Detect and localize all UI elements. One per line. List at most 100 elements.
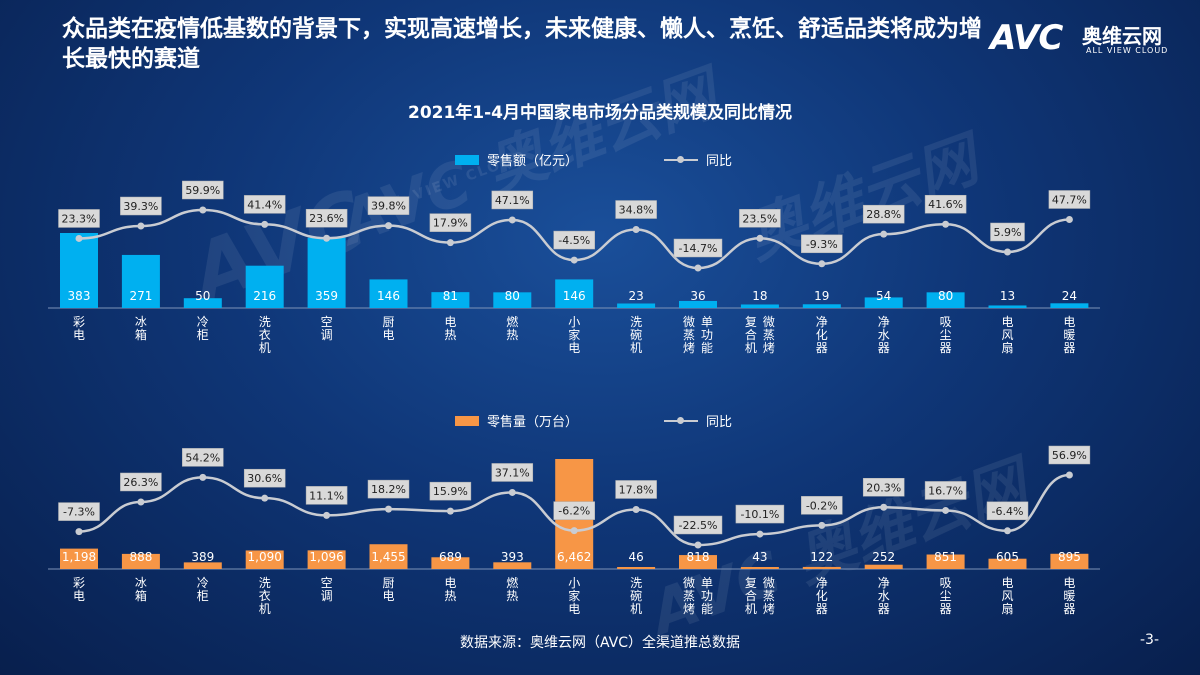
category-label: 小家电	[568, 315, 580, 355]
bar	[617, 567, 656, 569]
yoy-label: -9.3%	[806, 238, 838, 251]
yoy-label-box	[120, 196, 162, 216]
legend-label-line: 同比	[706, 154, 733, 169]
bar	[679, 555, 717, 569]
yoy-point	[323, 234, 331, 242]
yoy-label: 17.8%	[619, 483, 654, 496]
category-label: 洗衣机	[259, 576, 271, 616]
yoy-label-box	[615, 480, 657, 499]
category-label: 电风扇	[1001, 315, 1013, 355]
legend-label-bar: 零售额（亿元）	[487, 154, 579, 169]
yoy-point	[570, 256, 578, 264]
legend-swatch-line	[664, 416, 699, 424]
bar	[245, 550, 284, 569]
bar-value-label: 50	[195, 289, 210, 303]
bar	[307, 550, 346, 569]
yoy-label: 18.2%	[371, 483, 406, 496]
bar	[864, 564, 903, 569]
bar-value-label: 13	[1000, 289, 1015, 303]
bar-value-label: 146	[377, 289, 400, 303]
bar	[60, 233, 98, 308]
yoy-label-box	[986, 501, 1029, 521]
yoy-label-box	[120, 472, 162, 492]
yoy-label: 47.7%	[1052, 193, 1087, 206]
yoy-label-box	[367, 196, 410, 215]
yoy-label-box	[491, 190, 534, 210]
category-label: 微蒸烤	[763, 576, 775, 616]
yoy-label: 39.8%	[371, 200, 406, 213]
yoy-label: 47.1%	[495, 194, 530, 207]
yoy-label: 28.8%	[866, 208, 901, 221]
yoy-point	[75, 528, 83, 536]
category-label: 电风扇	[1001, 576, 1013, 616]
yoy-label: 20.3%	[866, 481, 901, 494]
yoy-label: 23.5%	[742, 212, 777, 225]
yoy-label: -4.5%	[558, 234, 590, 247]
legend-swatch-bar	[455, 415, 479, 426]
yoy-line	[78, 208, 1070, 270]
yoy-label: 26.3%	[123, 476, 158, 489]
bar-value-label: 18	[752, 289, 767, 303]
yoy-label-box	[1048, 190, 1091, 209]
bar-value-label: 689	[439, 550, 462, 564]
yoy-label: 41.6%	[928, 198, 963, 211]
yoy-label: 23.3%	[62, 212, 97, 225]
bar	[1050, 303, 1089, 308]
category-label: 洗衣机	[259, 315, 271, 355]
yoy-point	[385, 505, 392, 513]
yoy-label-box	[58, 502, 100, 521]
yoy-label-box	[243, 195, 286, 214]
bar-value-label: 36	[690, 289, 705, 303]
category-label: 空调	[321, 315, 333, 342]
category-label: 洗碗机	[630, 315, 642, 355]
yoy-point	[508, 488, 516, 496]
category-label: 冷柜	[197, 315, 209, 342]
yoy-label: 23.6%	[309, 212, 344, 225]
category-label: 吸尘器	[940, 576, 952, 616]
bar	[802, 566, 841, 569]
yoy-label: -22.5%	[679, 519, 718, 532]
category-label: 燃热	[506, 314, 518, 342]
bar	[183, 298, 222, 308]
bar	[245, 265, 284, 308]
bar	[926, 292, 965, 308]
yoy-point	[1004, 527, 1011, 535]
yoy-label-box	[739, 209, 781, 228]
bar	[555, 279, 594, 308]
category-label: 燃热	[506, 575, 518, 603]
yoy-point	[756, 234, 764, 242]
page-number: -3-	[1140, 632, 1160, 648]
yoy-point	[694, 541, 702, 549]
bar-value-label: 252	[872, 550, 895, 564]
category-label: 洗碗机	[630, 576, 642, 616]
yoy-label: 34.8%	[619, 204, 654, 217]
yoy-label-box	[615, 200, 657, 219]
bar	[60, 548, 98, 569]
category-label: 净水器	[878, 576, 890, 616]
bar	[369, 544, 408, 569]
category-label: 小家电	[568, 576, 580, 616]
yoy-point	[942, 506, 950, 514]
yoy-label-box	[553, 501, 595, 520]
bar	[740, 304, 779, 308]
yoy-label: 17.9%	[433, 217, 468, 230]
yoy-point	[818, 260, 826, 268]
bar-value-label: 851	[934, 550, 957, 564]
yoy-label-box	[735, 504, 785, 524]
yoy-label: 39.3%	[123, 200, 158, 213]
logo-mark: AVC	[990, 18, 1063, 58]
yoy-label: -6.4%	[992, 505, 1024, 518]
category-label: 微蒸烤	[763, 315, 775, 355]
bar-value-label: 359	[315, 289, 338, 303]
yoy-label-box	[182, 448, 224, 467]
yoy-label-box	[862, 204, 905, 224]
category-label: 彩电	[73, 315, 85, 342]
bar	[617, 303, 656, 308]
yoy-point	[508, 216, 516, 224]
yoy-label-box	[924, 194, 967, 214]
legend-label-bar: 零售量（万台）	[487, 415, 579, 430]
yoy-label-box	[305, 486, 348, 505]
yoy-label-box	[924, 481, 967, 500]
category-label: 冷柜	[197, 576, 209, 603]
bar-value-label: 43	[752, 550, 767, 564]
